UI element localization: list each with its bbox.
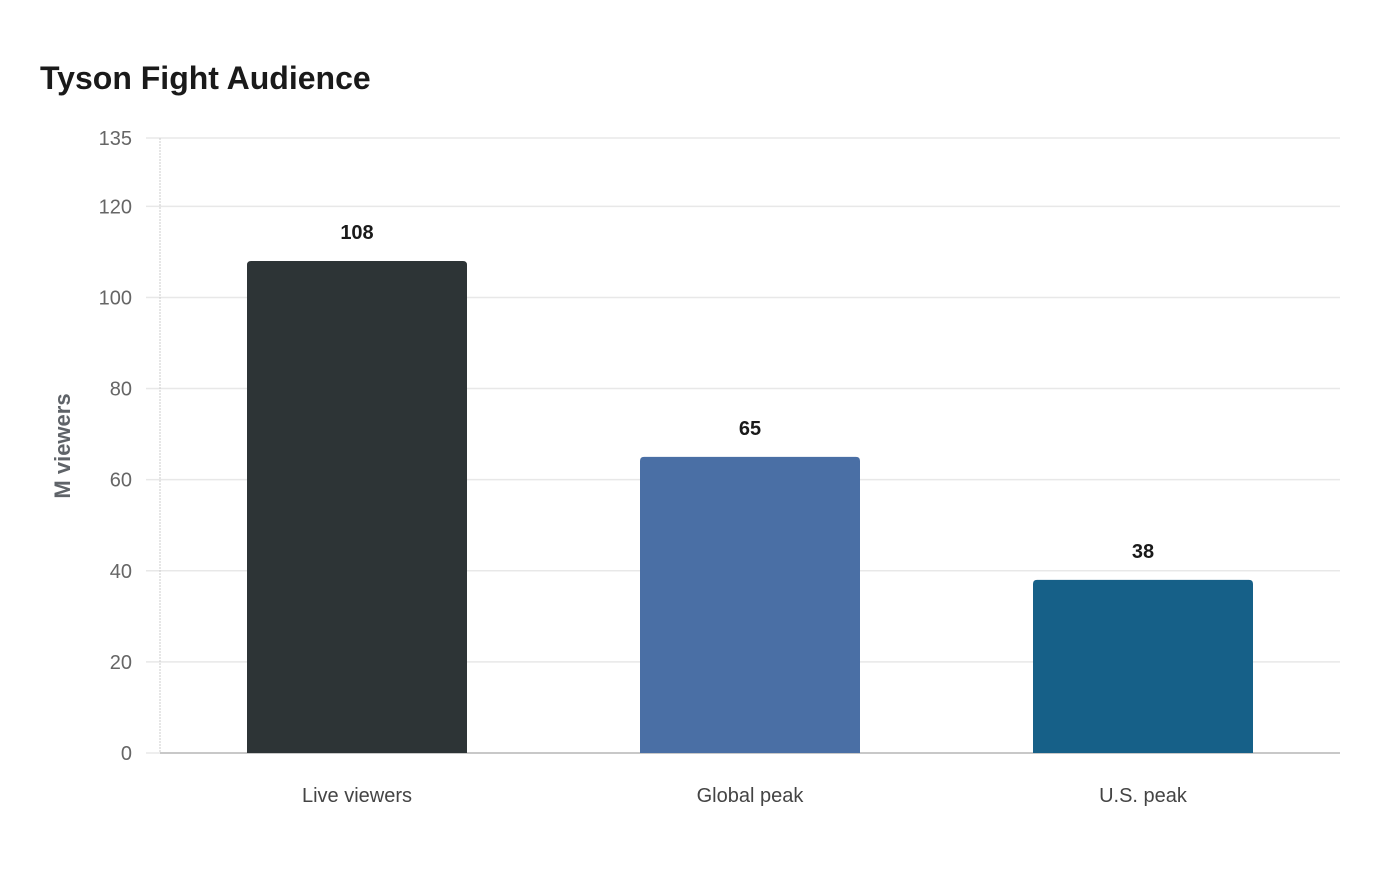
chart-title: Tyson Fight Audience	[40, 60, 371, 96]
data-labels: 108 Live viewers 65 Global peak 38 U.S. peak	[302, 222, 1188, 807]
y-tick-label: 0	[121, 743, 132, 765]
bar-value-label: 38	[1132, 541, 1154, 563]
y-tick-label: 20	[110, 652, 132, 674]
y-tick-label: 80	[110, 379, 132, 401]
x-tick-label: Global peak	[697, 785, 805, 807]
x-tick-label: U.S. peak	[1099, 785, 1188, 807]
bar-live-viewers	[247, 261, 467, 753]
x-tick-label: Live viewers	[302, 785, 412, 807]
y-axis-label: M viewers	[50, 393, 75, 498]
bar-u-s-peak	[1033, 579, 1253, 753]
y-tick-label: 135	[99, 128, 132, 150]
y-tick-label: 60	[110, 470, 132, 492]
y-tick-label: 100	[99, 287, 132, 309]
y-tick-label: 40	[110, 561, 132, 583]
bars	[247, 261, 1253, 753]
bar-global-peak	[640, 456, 860, 753]
y-tick-label: 120	[99, 196, 132, 218]
axes: 0 20 40 60 80 100 120 135	[99, 128, 1340, 765]
bar-value-label: 108	[340, 222, 373, 244]
bar-value-label: 65	[739, 418, 761, 440]
